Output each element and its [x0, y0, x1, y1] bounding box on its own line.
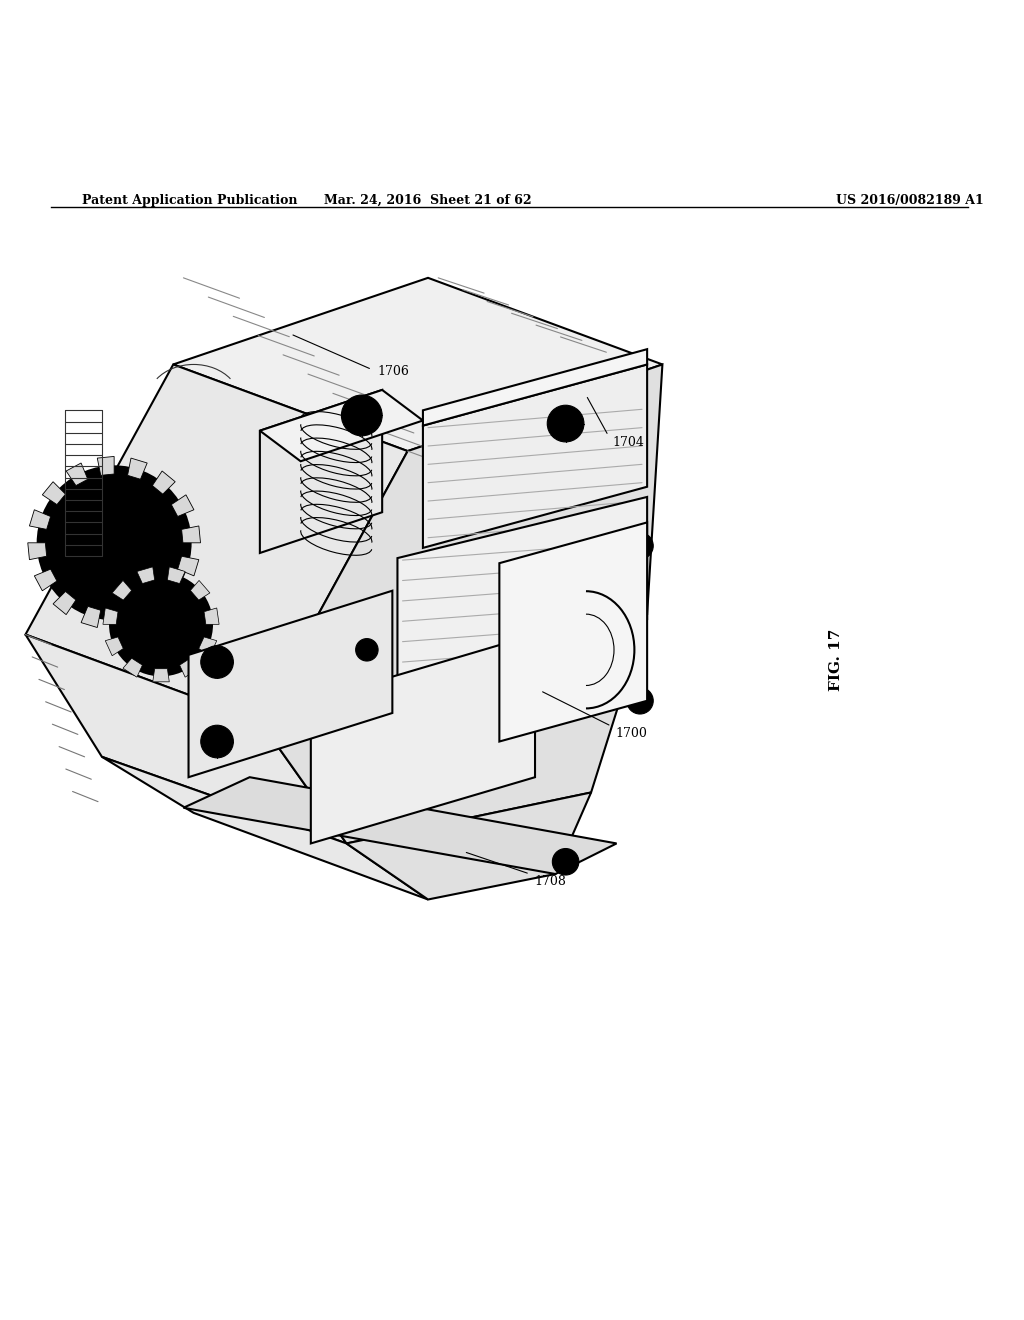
Text: Mar. 24, 2016  Sheet 21 of 62: Mar. 24, 2016 Sheet 21 of 62	[325, 194, 531, 207]
Polygon shape	[346, 792, 591, 899]
Circle shape	[38, 466, 190, 619]
Polygon shape	[167, 566, 185, 583]
Polygon shape	[102, 756, 428, 899]
Circle shape	[110, 573, 212, 676]
Polygon shape	[30, 510, 50, 529]
Polygon shape	[423, 350, 647, 425]
Polygon shape	[397, 496, 647, 680]
Circle shape	[627, 532, 653, 560]
Text: 1706: 1706	[377, 366, 409, 378]
Circle shape	[341, 395, 382, 436]
Circle shape	[627, 688, 653, 714]
Polygon shape	[260, 389, 382, 553]
Text: 1704: 1704	[612, 437, 644, 449]
Polygon shape	[103, 609, 118, 624]
Polygon shape	[97, 457, 114, 475]
Polygon shape	[81, 606, 100, 627]
Circle shape	[547, 405, 584, 442]
Polygon shape	[105, 638, 123, 656]
Polygon shape	[260, 364, 663, 721]
Circle shape	[72, 500, 157, 585]
Polygon shape	[178, 556, 199, 576]
Polygon shape	[260, 614, 647, 843]
Polygon shape	[128, 458, 147, 479]
Polygon shape	[26, 364, 408, 721]
Polygon shape	[153, 471, 175, 494]
Text: Patent Application Publication: Patent Application Publication	[82, 194, 297, 207]
Polygon shape	[181, 525, 201, 543]
Polygon shape	[137, 566, 155, 583]
Polygon shape	[53, 591, 76, 615]
Polygon shape	[171, 495, 194, 516]
Text: 1708: 1708	[534, 875, 566, 887]
Polygon shape	[35, 569, 57, 591]
Polygon shape	[123, 659, 142, 677]
Polygon shape	[163, 581, 186, 603]
Polygon shape	[190, 581, 210, 601]
Polygon shape	[140, 601, 162, 623]
Circle shape	[201, 645, 233, 678]
Circle shape	[97, 525, 131, 560]
Polygon shape	[204, 609, 219, 624]
Polygon shape	[183, 777, 616, 874]
Circle shape	[201, 725, 233, 758]
Polygon shape	[199, 638, 217, 656]
Polygon shape	[179, 659, 199, 677]
Polygon shape	[153, 669, 169, 682]
Polygon shape	[114, 610, 131, 630]
Polygon shape	[188, 591, 392, 777]
Polygon shape	[28, 543, 47, 560]
Polygon shape	[42, 482, 66, 504]
Polygon shape	[311, 635, 535, 843]
Circle shape	[355, 639, 378, 661]
Polygon shape	[67, 463, 88, 486]
Polygon shape	[500, 523, 647, 742]
Circle shape	[552, 849, 579, 875]
Polygon shape	[173, 277, 663, 451]
Text: US 2016/0082189 A1: US 2016/0082189 A1	[836, 194, 983, 207]
Text: 1700: 1700	[615, 727, 647, 741]
Polygon shape	[260, 389, 423, 461]
Polygon shape	[113, 581, 132, 601]
Polygon shape	[26, 635, 346, 843]
Circle shape	[138, 602, 184, 647]
Text: FIG. 17: FIG. 17	[828, 628, 843, 692]
Polygon shape	[423, 364, 647, 548]
